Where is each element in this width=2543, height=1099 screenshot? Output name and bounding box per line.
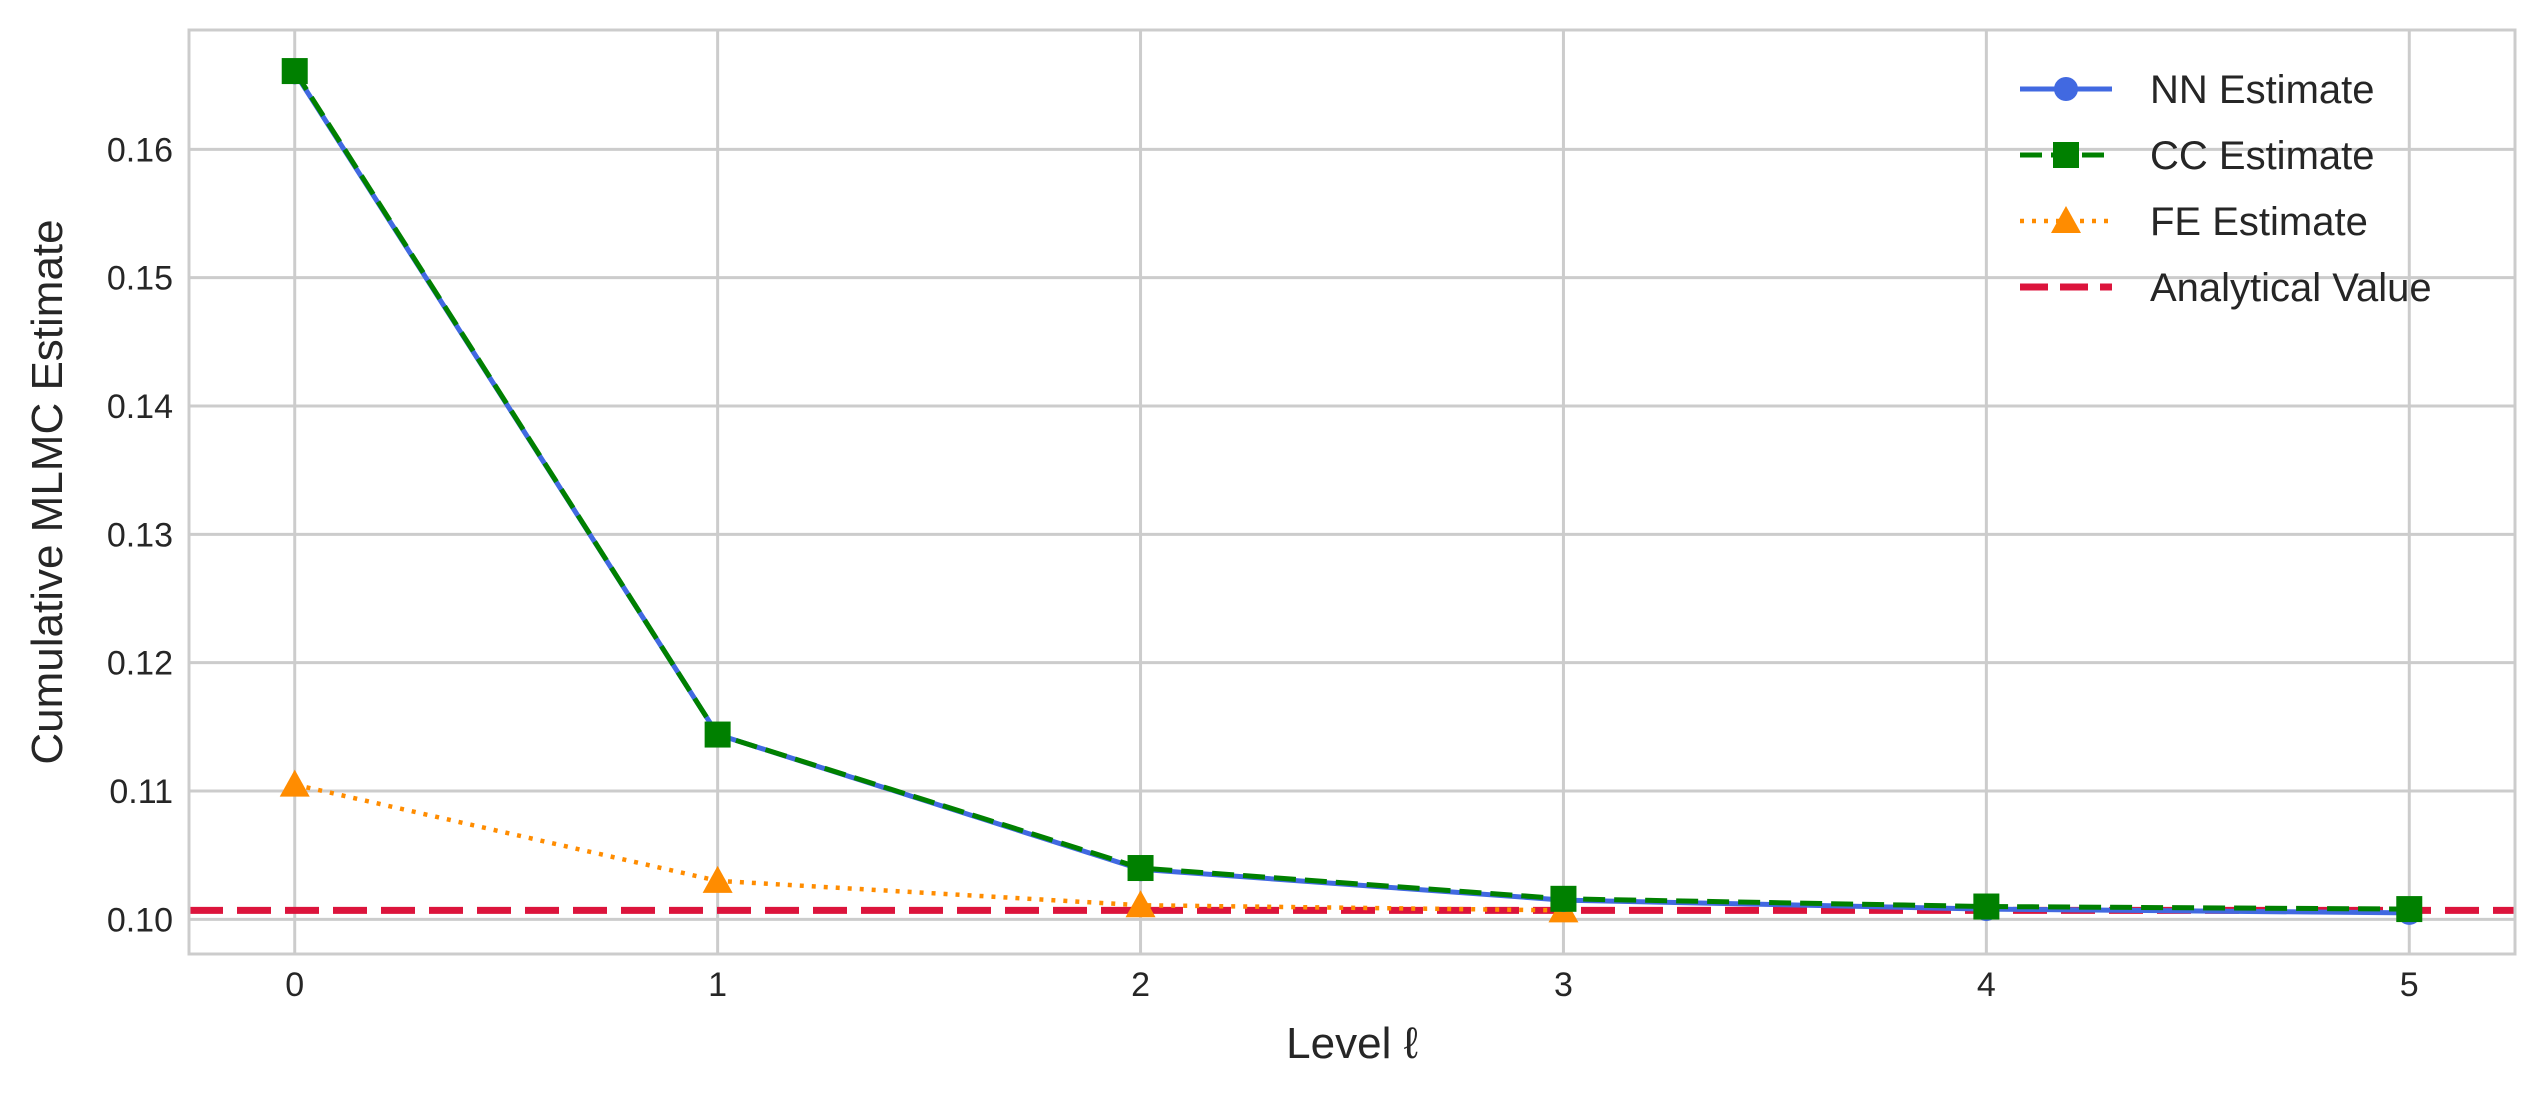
legend-label-cc-estimate: CC Estimate (2150, 134, 2375, 178)
plot-area (189, 58, 2515, 925)
x-tick-label: 5 (2400, 966, 2419, 1004)
fe-estimate-point (279, 769, 310, 797)
cc-estimate-point (281, 58, 308, 85)
cc-estimate-point (2396, 896, 2423, 923)
plot-frame (187, 28, 2517, 956)
x-tick-label: 1 (708, 966, 727, 1004)
legend-label-nn-estimate: NN Estimate (2150, 68, 2375, 112)
x-axis-label: Level ℓ (1286, 1019, 1418, 1068)
legend-label-fe-estimate: FE Estimate (2150, 200, 2368, 244)
x-tick-label: 2 (1131, 966, 1150, 1004)
legend-marker-fe-estimate (2051, 206, 2081, 233)
y-tick-label: 0.16 (107, 131, 173, 169)
x-tick-label: 3 (1554, 966, 1573, 1004)
y-tick-label: 0.15 (107, 260, 173, 298)
y-tick-labels: 0.10 0.11 0.12 0.13 0.14 0.15 0.16 (107, 131, 173, 939)
x-tick-label: 4 (1977, 966, 1996, 1004)
fe-estimate-point (1125, 890, 1156, 918)
y-tick-label: 0.12 (107, 645, 173, 683)
legend-marker-nn-estimate (2054, 77, 2078, 101)
cc-estimate-point (704, 721, 731, 748)
grid (189, 30, 2515, 954)
y-tick-label: 0.11 (109, 773, 173, 811)
legend-marker-cc-estimate (2053, 142, 2079, 168)
y-axis-label: Cumulative MLMC Estimate (23, 219, 72, 764)
x-tick-labels: 0 1 2 3 4 5 (285, 966, 2418, 1004)
fe-estimate-line (294, 782, 1564, 913)
cc-estimate-line (292, 69, 2410, 912)
cc-estimate-point (1127, 855, 1154, 882)
x-tick-label: 0 (285, 966, 304, 1004)
cc-estimate-point (1550, 885, 1577, 912)
y-tick-label: 0.14 (107, 388, 173, 426)
y-tick-label: 0.10 (107, 901, 173, 939)
fe-estimate-point (702, 865, 733, 893)
legend-label-analytical-value: Analytical Value (2150, 266, 2432, 310)
nn-estimate-line (292, 71, 2410, 916)
cc-estimate-point (1973, 893, 2000, 920)
legend: NN Estimate CC Estimate FE Estimate Analyti… (2020, 68, 2432, 310)
y-tick-label: 0.13 (107, 516, 173, 554)
